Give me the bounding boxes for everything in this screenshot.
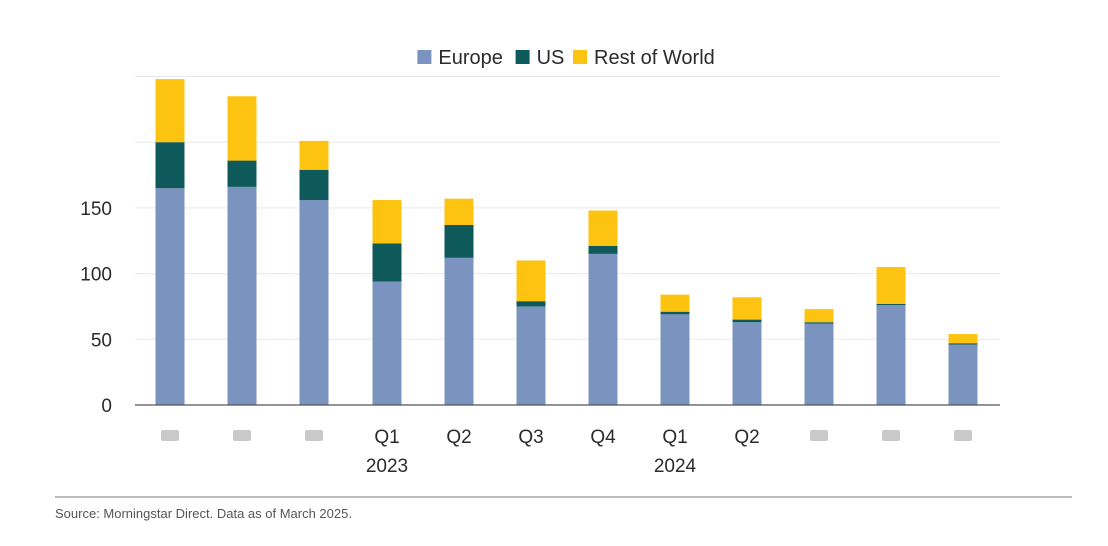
- bar-segment-rest-of-world: [588, 210, 618, 247]
- bar-segment-europe: [948, 344, 978, 405]
- legend-label: Europe: [438, 47, 503, 69]
- bar-segment-us: [876, 303, 906, 306]
- bar-segment-us: [372, 243, 402, 282]
- legend: Europe US Rest of World: [417, 47, 715, 69]
- bar-segment-europe: [732, 322, 762, 405]
- bar-segment-us: [948, 343, 978, 345]
- x-tick-label: Q1: [374, 427, 399, 448]
- bar-segment-us: [444, 224, 474, 258]
- x-year-label: 2023: [366, 456, 408, 477]
- bar-segment-europe: [227, 186, 257, 405]
- y-tick-label: 0: [101, 396, 112, 417]
- y-tick-label: 50: [91, 330, 112, 351]
- bar-segment-us: [660, 311, 690, 315]
- faded-tick-label: [954, 430, 972, 441]
- bar-segment-rest-of-world: [299, 140, 329, 170]
- bar-segment-rest-of-world: [372, 200, 402, 244]
- faded-tick-label: [233, 430, 251, 441]
- bar-segment-rest-of-world: [227, 96, 257, 161]
- bars: [155, 79, 978, 405]
- bar-segment-rest-of-world: [876, 267, 906, 304]
- bar-segment-us: [516, 301, 546, 307]
- legend-swatch: [515, 50, 530, 64]
- legend-swatch: [417, 50, 432, 64]
- faded-tick-label: [810, 430, 828, 441]
- faded-tick-label: [161, 430, 179, 441]
- bar-segment-us: [227, 160, 257, 187]
- x-year-label: 2024: [654, 456, 697, 477]
- bar-segment-rest-of-world: [516, 260, 546, 302]
- legend-label: US: [537, 47, 565, 69]
- bar-segment-us: [155, 142, 185, 189]
- bar-segment-europe: [299, 200, 329, 405]
- y-tick-label: 150: [80, 199, 112, 220]
- bar-segment-europe: [588, 253, 618, 405]
- bar-segment-rest-of-world: [732, 297, 762, 320]
- faded-tick-label: [882, 430, 900, 441]
- bar-segment-us: [804, 322, 834, 324]
- bar-segment-rest-of-world: [804, 309, 834, 323]
- bar-segment-rest-of-world: [155, 79, 185, 143]
- bar-segment-rest-of-world: [948, 334, 978, 344]
- bar-segment-us: [588, 246, 618, 254]
- bar-segment-europe: [876, 305, 906, 405]
- legend-label: Rest of World: [594, 47, 715, 69]
- bar-segment-europe: [516, 306, 546, 405]
- bar-segment-rest-of-world: [660, 294, 690, 312]
- x-tick-label: Q1: [662, 427, 687, 448]
- bar-segment-europe: [155, 188, 185, 405]
- bar-segment-europe: [660, 314, 690, 405]
- y-tick-label: 100: [80, 265, 112, 286]
- x-tick-label: Q2: [734, 427, 759, 448]
- x-tick-label: Q3: [518, 427, 543, 448]
- legend-swatch: [573, 50, 587, 64]
- bar-segment-us: [732, 319, 762, 323]
- bar-segment-europe: [372, 281, 402, 405]
- gridlines: [135, 76, 1000, 340]
- faded-tick-label: [305, 430, 323, 441]
- bar-segment-europe: [804, 323, 834, 405]
- axes: 0 50 100 150 Q1 Q2 Q3 Q4 Q1 Q2 2023 2024: [80, 199, 1000, 477]
- source-note: Source: Morningstar Direct. Data as of M…: [55, 506, 352, 521]
- x-tick-label: Q4: [590, 427, 616, 448]
- bar-segment-rest-of-world: [444, 198, 474, 225]
- x-tick-label: Q2: [446, 427, 471, 448]
- bar-segment-europe: [444, 257, 474, 405]
- bar-segment-us: [299, 169, 329, 201]
